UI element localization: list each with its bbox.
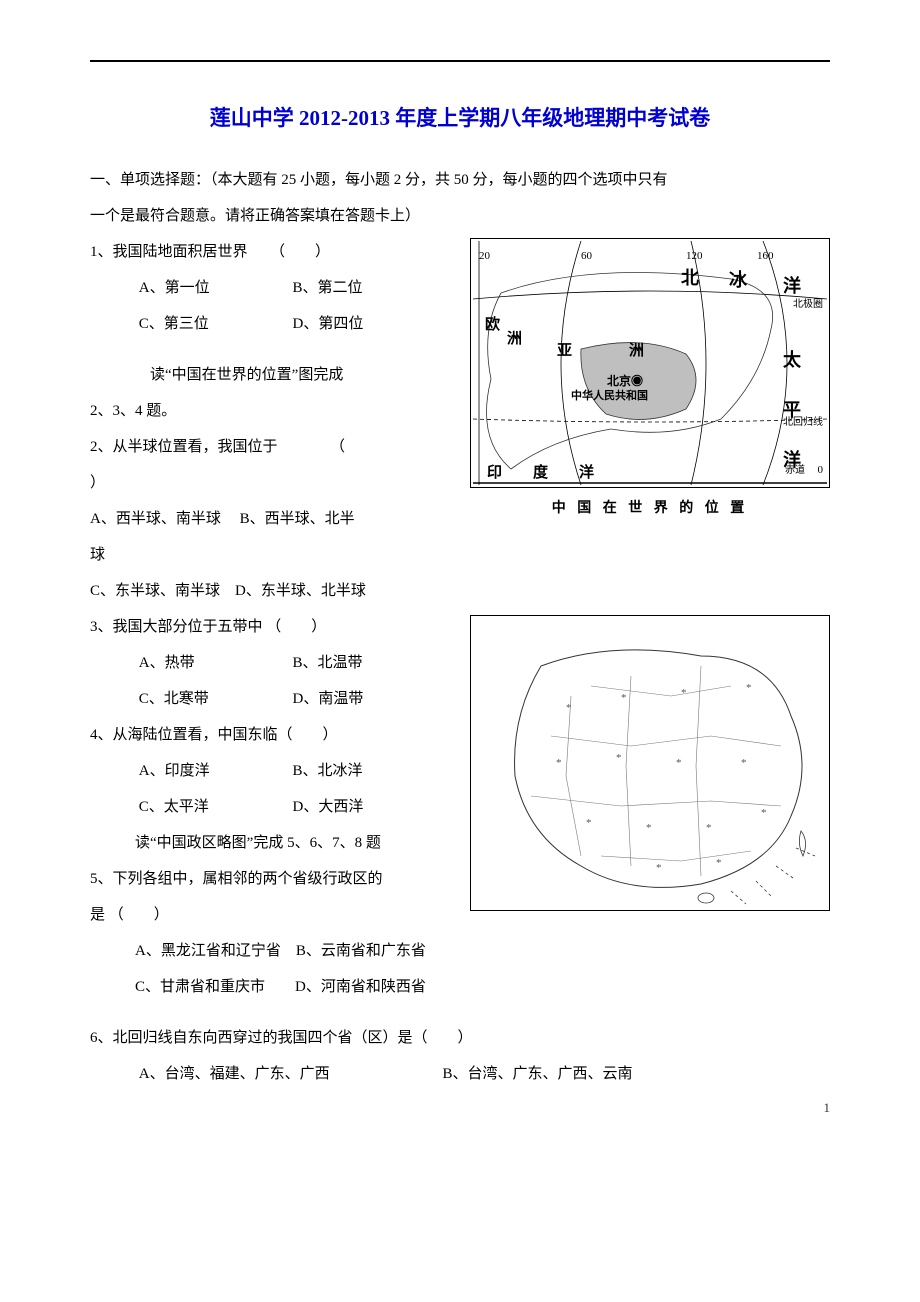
q1-c: C、第三位 [139, 306, 289, 342]
map1-label-arctic: 北极圈 [793, 293, 823, 317]
svg-text:*: * [676, 757, 682, 769]
map1-label-tropic: 北回归线 [783, 411, 823, 435]
section-intro-line1: 一、单项选择题：（本大题有 25 小题，每小题 2 分，共 50 分，每小题的四… [90, 162, 830, 198]
q5-ab: A、黑龙江省和辽宁省 B、云南省和广东省 [90, 933, 830, 969]
map1-label-tai: 太 [783, 339, 801, 382]
map1-label-prc: 中华人民共和国 [571, 383, 648, 409]
section-intro-line2: 一个是最符合题意。请将正确答案填在答题卡上） [90, 198, 830, 234]
map1-label-bei: 北 [681, 257, 699, 300]
svg-text:*: * [716, 857, 722, 869]
map1-caption: 中 国 在 世 界 的 位 置 [470, 492, 830, 526]
q2-cd: C、东半球、南半球 D、东半球、北半球 [90, 573, 830, 609]
top-horizontal-rule [90, 60, 830, 62]
map2-svg: * * * * * * * * * * * * * * [471, 616, 829, 910]
svg-text:*: * [741, 757, 747, 769]
map1-lon60: 60 [581, 243, 592, 269]
q6-a: A、台湾、福建、广东、广西 [139, 1056, 439, 1092]
map1-label-ou: 欧 [485, 307, 500, 343]
exam-body: 一、单项选择题：（本大题有 25 小题，每小题 2 分，共 50 分，每小题的四… [90, 162, 830, 1092]
svg-text:*: * [706, 822, 712, 834]
svg-text:*: * [566, 702, 572, 714]
svg-text:*: * [556, 757, 562, 769]
map1-wrapper: 20 60 120 160 0 北 冰 洋 北极圈 欧 洲 亚 洲 太 北京◉ … [470, 238, 830, 526]
map1-label-yin: 印 [487, 455, 502, 491]
map1-label-bing: 冰 [729, 259, 747, 302]
q3-a: A、热带 [139, 645, 289, 681]
svg-text:*: * [646, 822, 652, 834]
map-china-provinces: * * * * * * * * * * * * * * [470, 615, 830, 911]
q3-d: D、南温带 [293, 681, 364, 717]
q3-b: B、北温带 [293, 645, 363, 681]
map1-lon20: 20 [479, 243, 490, 269]
svg-text:*: * [761, 807, 767, 819]
map1-label-yang3: 洋 [579, 455, 594, 491]
q4-c: C、太平洋 [139, 789, 289, 825]
svg-text:*: * [656, 862, 662, 874]
map1-label-zhou2: 洲 [629, 333, 644, 369]
q3-c: C、北寒带 [139, 681, 289, 717]
exam-title: 莲山中学 2012-2013 年度上学期八年级地理期中考试卷 [90, 102, 830, 132]
exam-page: 莲山中学 2012-2013 年度上学期八年级地理期中考试卷 一、单项选择题：（… [0, 0, 920, 1132]
map1-lines [471, 239, 829, 487]
q6-stem: 6、北回归线自东向西穿过的我国四个省（区）是（ ） [90, 1020, 830, 1056]
q1-d: D、第四位 [293, 306, 364, 342]
q4-a: A、印度洋 [139, 753, 289, 789]
svg-text:*: * [621, 692, 627, 704]
q4-d: D、大西洋 [293, 789, 364, 825]
svg-text:*: * [586, 817, 592, 829]
map1-lon160: 160 [757, 243, 774, 269]
map1-label-equator: 赤道 [785, 459, 805, 483]
q6-choices-ab: A、台湾、福建、广东、广西 B、台湾、广东、广西、云南 [90, 1056, 830, 1092]
q1-a: A、第一位 [139, 270, 289, 306]
svg-text:*: * [746, 682, 752, 694]
q6-b: B、台湾、广东、广西、云南 [443, 1056, 633, 1092]
page-number: 1 [824, 1100, 831, 1116]
map-china-in-world: 20 60 120 160 0 北 冰 洋 北极圈 欧 洲 亚 洲 太 北京◉ … [470, 238, 830, 488]
svg-text:*: * [681, 687, 687, 699]
map1-label-zhou1: 洲 [507, 321, 522, 357]
map1-label-du: 度 [533, 455, 548, 491]
q4-b: B、北冰洋 [293, 753, 363, 789]
map1-zero: 0 [818, 457, 824, 483]
q1-b: B、第二位 [293, 270, 363, 306]
q5-cd: C、甘肃省和重庆市 D、河南省和陕西省 [90, 969, 830, 1005]
map1-label-ya: 亚 [557, 333, 572, 369]
q2-ab-l2: 球 [90, 537, 830, 573]
svg-text:*: * [616, 752, 622, 764]
